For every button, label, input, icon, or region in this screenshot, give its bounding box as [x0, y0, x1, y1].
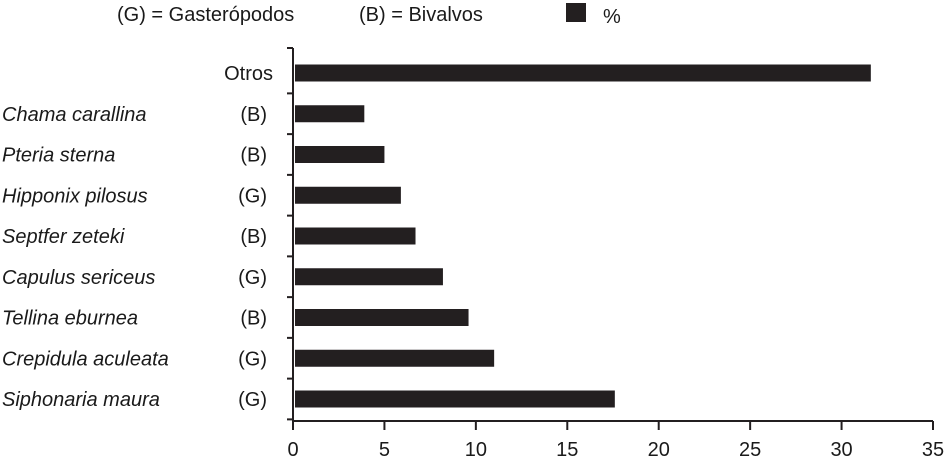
- group-label: (G): [238, 348, 267, 370]
- bars: [295, 64, 871, 408]
- group-label: (B): [240, 308, 267, 330]
- category-label: Otros: [224, 63, 273, 85]
- bar: [295, 227, 416, 245]
- x-tick-label: 15: [556, 439, 578, 461]
- species-label: Capulus sericeus: [2, 267, 155, 289]
- group-label: (B): [240, 226, 267, 248]
- legend-series-label: %: [603, 6, 621, 28]
- axes: 0 5 10 15 20 25 30 35: [287, 47, 944, 461]
- group-label: (B): [240, 104, 267, 126]
- species-label: Crepidula aculeata: [2, 348, 169, 370]
- x-tick-label: 20: [648, 439, 670, 461]
- category-labels: Otros Chama carallina (B) Pteria sterna (B) H…: [2, 63, 273, 411]
- legend-bivalves: (B) = Bivalvos: [359, 4, 483, 26]
- x-tick-label: 10: [465, 439, 487, 461]
- group-label: (G): [238, 185, 267, 207]
- species-label: Siphonaria maura: [2, 389, 160, 411]
- group-label: (B): [240, 145, 267, 167]
- x-tick-label: 0: [287, 439, 298, 461]
- species-label: Pteria sterna: [2, 145, 115, 167]
- bar: [295, 390, 615, 408]
- bar: [295, 64, 871, 82]
- bar: [295, 349, 495, 367]
- bar: [295, 186, 401, 204]
- x-tick-label: 25: [739, 439, 761, 461]
- species-label: Chama carallina: [2, 104, 147, 126]
- legend: (G) = Gasterópodos (B) = Bivalvos %: [117, 3, 621, 28]
- bar: [295, 309, 469, 326]
- bar: [295, 268, 443, 286]
- x-tick-label: 35: [922, 439, 944, 461]
- group-label: (G): [238, 389, 267, 411]
- legend-swatch: [566, 3, 586, 22]
- bar: [295, 146, 385, 163]
- x-tick-label: 5: [379, 439, 390, 461]
- species-label: Septfer zeteki: [2, 226, 125, 248]
- group-label: (G): [238, 267, 267, 289]
- species-label: Tellina eburnea: [2, 308, 138, 330]
- legend-gastropods: (G) = Gasterópodos: [117, 4, 294, 26]
- x-tick-label: 30: [830, 439, 852, 461]
- bar: [295, 105, 365, 123]
- species-label: Hipponix pilosus: [2, 185, 148, 207]
